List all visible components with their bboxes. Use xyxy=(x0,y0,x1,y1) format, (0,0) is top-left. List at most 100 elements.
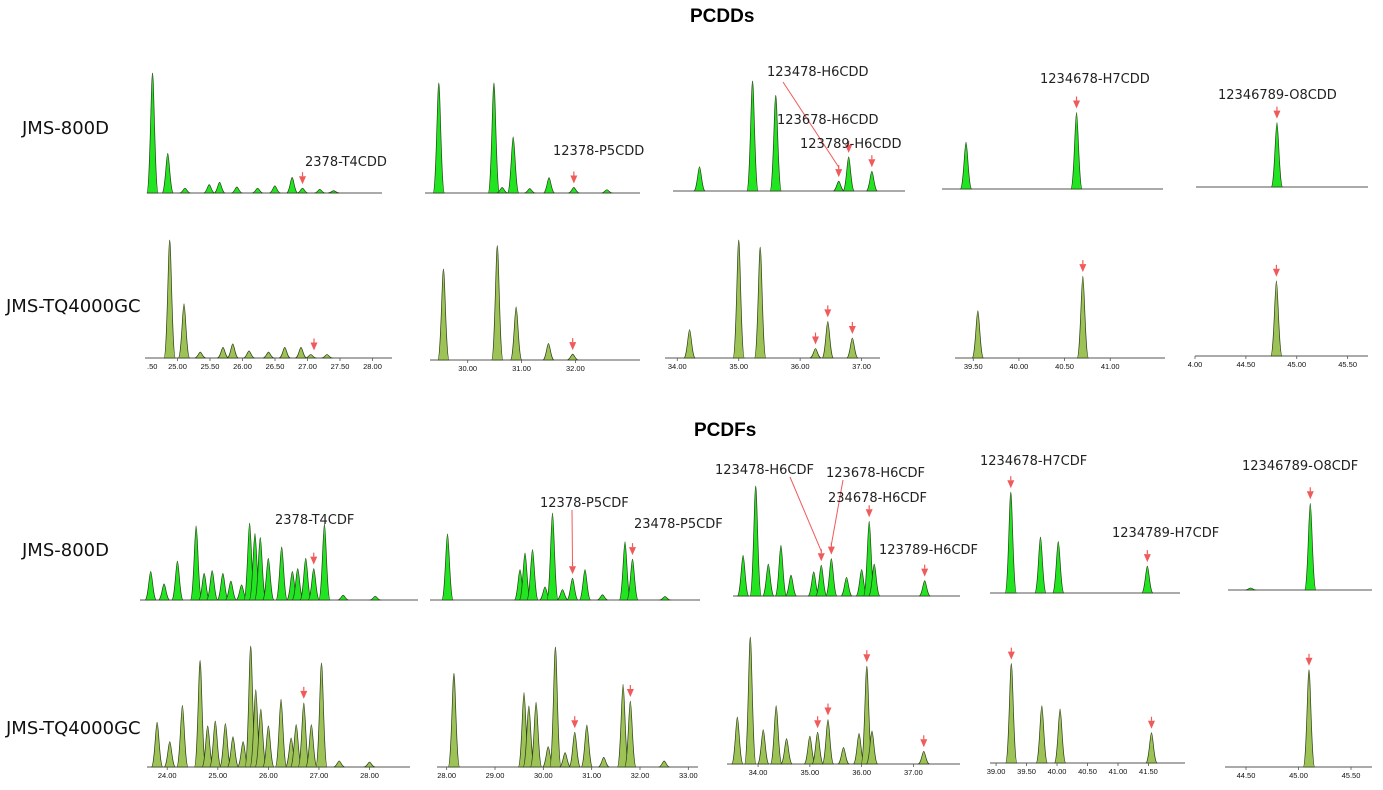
peak-8 xyxy=(286,177,299,194)
x-tick-label: 32.00 xyxy=(631,771,650,780)
x-tick-label: 33.00 xyxy=(679,771,698,780)
peak-12 xyxy=(659,596,671,601)
peak-6 xyxy=(556,589,569,601)
compound-label: 123789-H6CDD xyxy=(800,137,901,152)
chromatogram-panel-pcdd-800d-3: 123478-H6CDD 123678-H6CDD 123789-H6CDD xyxy=(673,65,905,192)
peak-5 xyxy=(243,350,255,359)
chromatogram-panel-pcdd-tq-1: 25.00 25.50 26.00 26.50 27.00 27.50 28.00 .50 xyxy=(145,239,392,371)
peak-1 xyxy=(746,80,759,192)
chromatogram-panel-pcdd-tq-2: 30.00 31.00 32.00 xyxy=(430,245,640,373)
peak-3 xyxy=(809,348,822,359)
peak-marker-arrow xyxy=(848,325,856,334)
peak-1 xyxy=(749,485,762,597)
peak-marker-arrow xyxy=(1007,480,1015,489)
row-label-pcdd-800d: JMS-800D xyxy=(22,118,109,139)
peak-0 xyxy=(737,554,750,597)
x-tick-label: 35.00 xyxy=(729,362,748,371)
label-leader-line xyxy=(830,479,844,545)
label-leader-line xyxy=(782,81,840,168)
peak-4 xyxy=(784,574,798,597)
peak-7 xyxy=(278,347,291,359)
peak-marker-arrow xyxy=(571,720,579,729)
peak-marker-arrow xyxy=(863,654,871,663)
peak-11 xyxy=(865,730,879,765)
peak-8 xyxy=(837,747,850,765)
compound-label: 12378-P5CDD xyxy=(553,144,644,159)
peak-3 xyxy=(1145,732,1158,764)
peak-3 xyxy=(217,347,229,359)
chromatogram-panel-pcdd-tq-5: 4.00 44.50 45.00 45.50 xyxy=(1188,264,1368,369)
peak-1 xyxy=(163,741,176,768)
x-tick-label: 44.50 xyxy=(1237,771,1256,780)
x-tick-label: 25.00 xyxy=(208,771,227,780)
compound-label: 23478-P5CDF xyxy=(634,517,723,532)
x-tick-label: 37.00 xyxy=(852,362,871,371)
peak-marker-arrow xyxy=(824,309,832,318)
peak-1 xyxy=(1076,275,1089,359)
peak-9 xyxy=(304,354,317,359)
x-tick-label: 30.00 xyxy=(458,364,477,373)
compound-label: 1234789-H7CDF xyxy=(1112,526,1219,541)
peak-3 xyxy=(507,136,520,194)
peak-9 xyxy=(596,594,609,601)
x-tick-label: 44.50 xyxy=(1236,360,1255,369)
chromatogram-panel-pcdd-800d-4: 1234678-H7CDD xyxy=(942,72,1163,190)
peak-7 xyxy=(269,185,281,194)
x-tick-label: 28.00 xyxy=(363,362,382,371)
x-tick-label: 27.00 xyxy=(310,771,329,780)
peak-marker-arrow xyxy=(827,546,835,555)
peak-9 xyxy=(597,757,610,768)
chromatogram-panel-pcdd-800d-2: 12378-P5CDD xyxy=(425,82,644,194)
x-tick-label: 45.50 xyxy=(1342,771,1361,780)
peak-4 xyxy=(226,343,239,359)
peak-marker-arrow xyxy=(1306,491,1314,500)
peak-11 xyxy=(624,700,637,768)
peak-0 xyxy=(144,571,157,601)
peak-marker-arrow xyxy=(570,175,578,184)
peak-3 xyxy=(203,184,216,194)
label-leader-line xyxy=(789,476,822,552)
compound-label: 12346789-O8CDD xyxy=(1218,88,1337,103)
x-tick-label: 26.00 xyxy=(259,771,278,780)
peak-10 xyxy=(321,354,333,359)
peak-0 xyxy=(1270,122,1284,188)
peak-0 xyxy=(959,141,973,190)
peak-marker-arrow xyxy=(310,556,318,565)
chromatogram-panel-pcdf-800d-4: 1234678-H7CDF 1234789-H7CDF xyxy=(980,454,1219,594)
peak-16 xyxy=(299,557,312,601)
peak-1 xyxy=(491,245,504,361)
peak-marker-arrow xyxy=(921,568,929,577)
peak-5 xyxy=(846,337,859,359)
peak-1 xyxy=(161,153,174,194)
peak-6 xyxy=(568,187,580,194)
peak-19 xyxy=(337,594,349,601)
compound-label: 12378-P5CDF xyxy=(540,496,629,511)
compound-label: 1234678-H7CDF xyxy=(980,454,1087,469)
peak-18 xyxy=(318,523,331,601)
peak-4 xyxy=(821,321,834,359)
x-tick-label: 4.00 xyxy=(1188,360,1203,369)
pcdds-section-title: PCDDs xyxy=(690,6,755,27)
peak-8 xyxy=(580,724,593,768)
label-leader-line xyxy=(571,509,573,565)
peak-marker-arrow xyxy=(1272,268,1280,277)
peak-2 xyxy=(762,563,775,597)
peak-6 xyxy=(216,573,229,601)
peak-2 xyxy=(194,351,207,359)
compound-label: 123789-H6CDF xyxy=(879,543,978,558)
peak-0 xyxy=(1244,587,1257,591)
chromatogram-panel-pcdf-tq-2: 28.00 29.00 30.00 31.00 32.00 33.00 xyxy=(437,646,698,780)
compound-label: 1234678-H7CDD xyxy=(1040,72,1150,87)
peak-7 xyxy=(601,189,613,194)
x-tick-label: 41.50 xyxy=(1139,767,1158,776)
chromatogram-panel-pcdd-tq-3: 34.00 35.00 36.00 37.00 xyxy=(665,239,880,371)
x-tick-label: 26.00 xyxy=(233,362,252,371)
x-tick-label: 40.00 xyxy=(1010,362,1029,371)
peak-marker-arrow xyxy=(569,342,577,351)
row-label-pcdd-tq4000gc: JMS-TQ4000GC xyxy=(6,296,141,317)
x-tick-label: 36.00 xyxy=(852,768,871,777)
peak-1 xyxy=(487,82,500,194)
peak-3 xyxy=(832,180,845,192)
peak-0 xyxy=(1302,669,1316,768)
